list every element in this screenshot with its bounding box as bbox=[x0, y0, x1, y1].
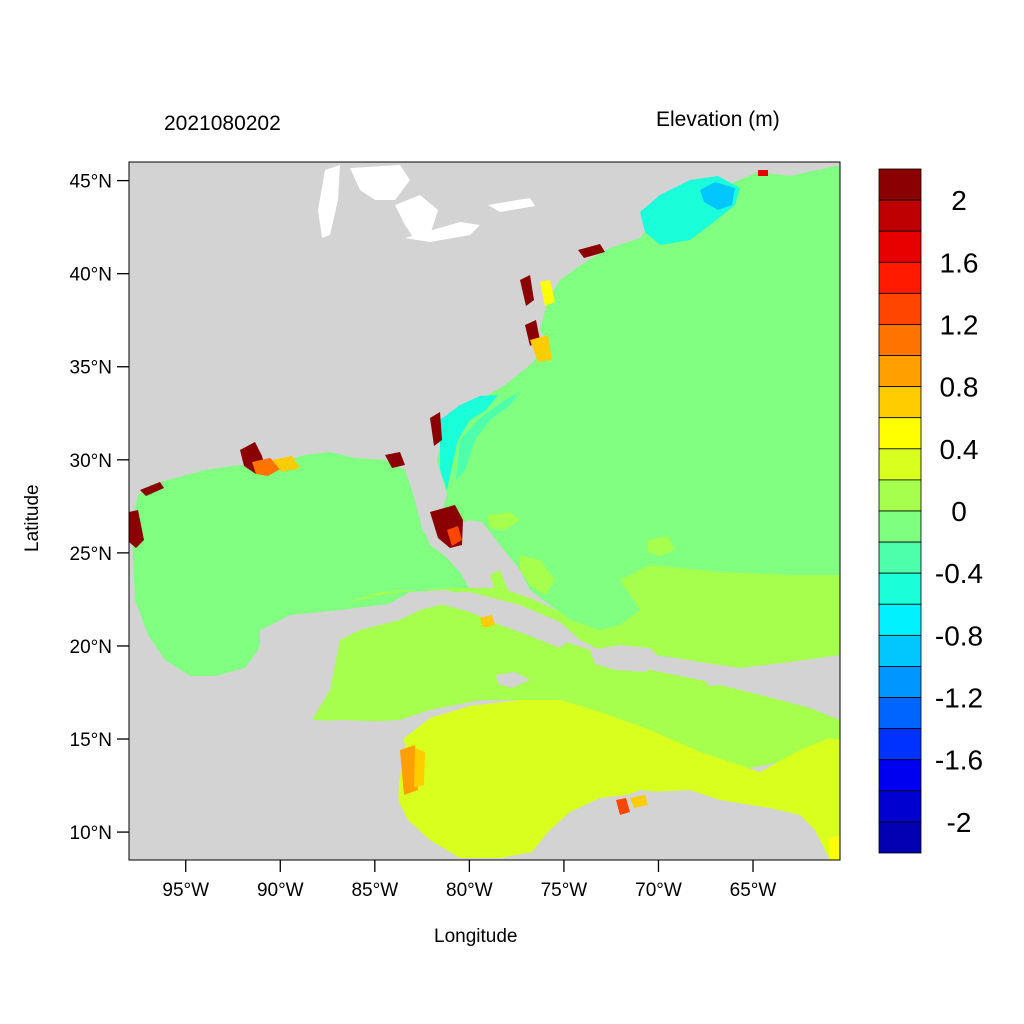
colorbar-title: Elevation (m) bbox=[656, 108, 780, 131]
x-axis-title: Longitude bbox=[434, 926, 518, 947]
colorbar-swatch bbox=[878, 510, 922, 543]
x-tick-label: 80°W bbox=[446, 880, 493, 901]
x-tick-label: 95°W bbox=[162, 880, 209, 901]
y-tick-label: 20°N bbox=[70, 637, 112, 658]
colorbar-swatch bbox=[878, 728, 922, 761]
caribbean-sea bbox=[312, 565, 840, 770]
y-tick-label: 30°N bbox=[70, 451, 112, 472]
atlantic-ocean bbox=[437, 165, 840, 660]
colorbar-swatch bbox=[878, 199, 922, 232]
storm-surge-hotspots bbox=[129, 170, 840, 860]
colorbar-swatch bbox=[878, 230, 922, 263]
colorbar-swatch bbox=[878, 541, 922, 574]
x-tick-label: 85°W bbox=[351, 880, 398, 901]
colorbar-swatch bbox=[878, 634, 922, 667]
southern-caribbean bbox=[398, 700, 840, 860]
colorbar-swatch bbox=[878, 603, 922, 636]
gulf-of-mexico bbox=[132, 452, 470, 676]
colorbar-swatch bbox=[878, 292, 922, 325]
colorbar-label: -1.2 bbox=[935, 683, 983, 714]
colorbar-label: -1.6 bbox=[935, 745, 983, 776]
colorbar-swatch bbox=[878, 355, 922, 388]
y-tick-label: 35°N bbox=[70, 358, 112, 379]
x-tick-label: 70°W bbox=[635, 880, 682, 901]
x-tick-label: 65°W bbox=[730, 880, 777, 901]
land-masses bbox=[129, 455, 825, 860]
map-date-title: 2021080202 bbox=[164, 112, 281, 135]
colorbar-label: 0.8 bbox=[940, 372, 979, 403]
x-tick-label: 75°W bbox=[541, 880, 588, 901]
colorbar-label: -2 bbox=[947, 807, 972, 838]
colorbar-swatch bbox=[878, 759, 922, 792]
colorbar-swatch bbox=[878, 697, 922, 730]
y-tick-label: 40°N bbox=[70, 265, 112, 286]
x-tick-label: 90°W bbox=[257, 880, 304, 901]
colorbar-label: -0.4 bbox=[935, 558, 983, 589]
colorbar-swatch bbox=[878, 821, 922, 854]
colorbar-swatch bbox=[878, 790, 922, 823]
colorbar-swatch bbox=[878, 417, 922, 450]
plot-frame bbox=[128, 161, 841, 861]
colorbar-swatch bbox=[878, 666, 922, 698]
colorbar-swatch bbox=[878, 448, 922, 481]
colorbar: 2 1.6 1.2 0.8 0.4 0 -0.4 -0.8 -1.2 -1.6 -2 bbox=[878, 168, 983, 854]
great-lakes bbox=[318, 165, 535, 242]
colorbar-swatch bbox=[878, 479, 922, 512]
y-axis-ticks: 45°N 40°N 35°N 30°N 25°N 20°N 15°N 10°N bbox=[70, 172, 129, 844]
colorbar-swatch bbox=[878, 572, 922, 605]
map-plot-area bbox=[129, 162, 840, 860]
colorbar-swatch bbox=[878, 386, 922, 419]
y-tick-label: 45°N bbox=[70, 172, 112, 193]
y-tick-label: 15°N bbox=[70, 730, 112, 751]
colorbar-label: 0 bbox=[951, 496, 967, 527]
bay-of-fundy-anomaly bbox=[700, 182, 735, 210]
southeast-coast-anomaly-light bbox=[456, 392, 520, 480]
colorbar-label: -0.8 bbox=[935, 620, 983, 651]
colorbar-label: 0.4 bbox=[940, 434, 979, 465]
colorbar-swatch bbox=[878, 261, 922, 294]
colorbar-swatch bbox=[878, 324, 922, 356]
colorbar-label: 1.2 bbox=[940, 309, 979, 340]
colorbar-label: 2 bbox=[951, 185, 967, 216]
southeast-coast-anomaly bbox=[440, 395, 498, 490]
colorbar-swatch bbox=[878, 168, 922, 201]
x-axis-ticks: 95°W 90°W 85°W 80°W 75°W 70°W 65°W bbox=[162, 860, 776, 901]
y-tick-label: 25°N bbox=[70, 544, 112, 565]
bahamas-shallow-water bbox=[488, 512, 675, 595]
y-tick-label: 10°N bbox=[70, 823, 112, 844]
colorbar-label: 1.6 bbox=[940, 247, 979, 278]
